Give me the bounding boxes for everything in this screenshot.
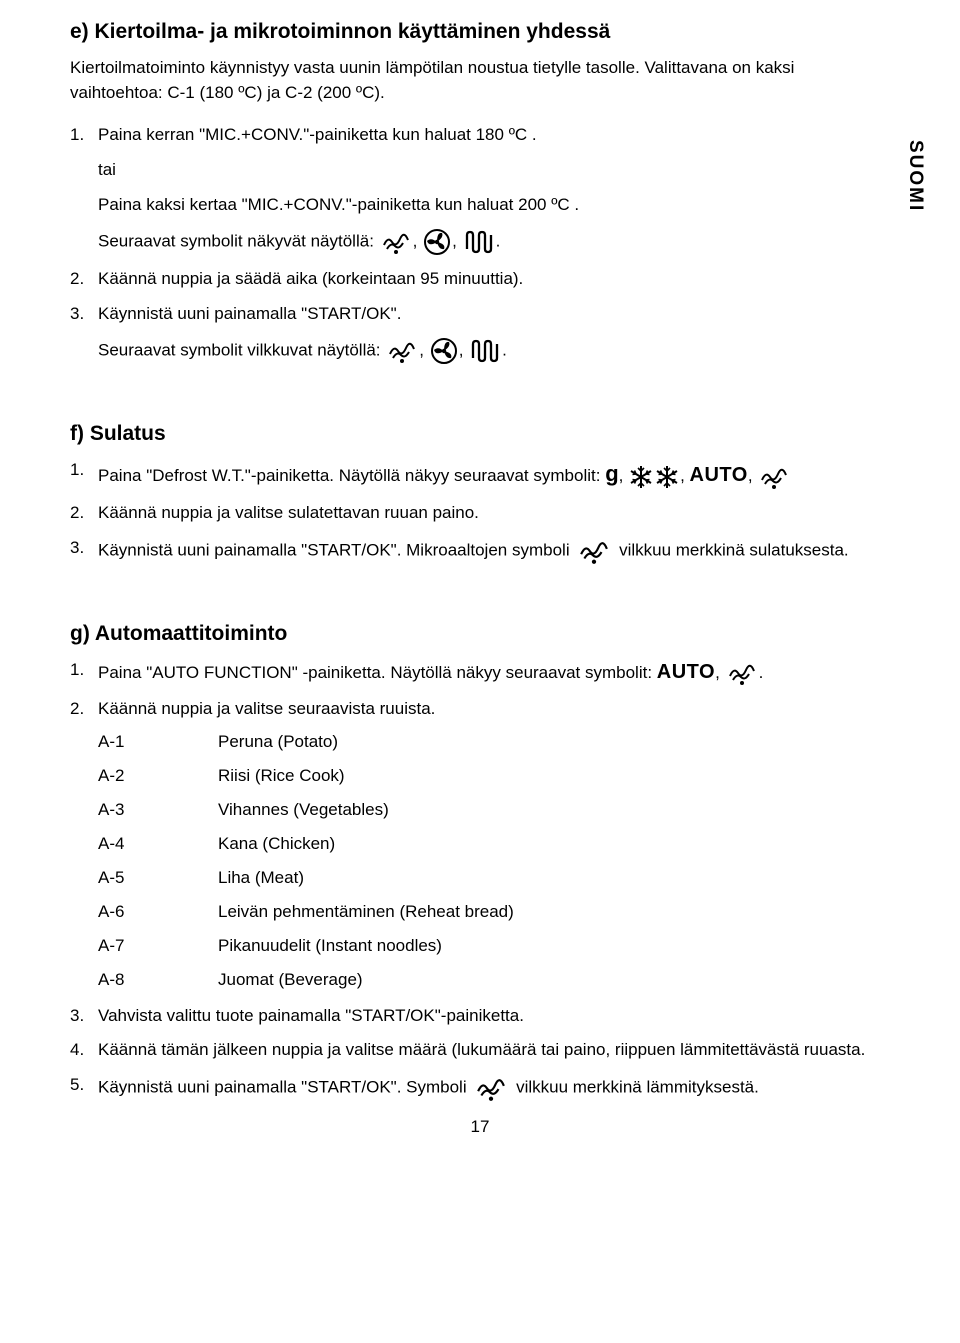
list-number: 5. (70, 1073, 84, 1098)
e-step-3: 3. Käynnistä uuni painamalla "START/OK". (70, 302, 890, 327)
snowflake-icon (654, 464, 680, 490)
f-step-2-text: Käännä nuppia ja valitse sulatettavan ru… (98, 503, 479, 522)
snowflake-icon (628, 464, 654, 490)
convection-wave-icon (468, 336, 502, 366)
auto-code: A-7 (98, 936, 218, 956)
auto-label: AUTO (657, 661, 715, 683)
g-step-4: 4. Käännä tämän jälkeen nuppia ja valits… (70, 1038, 890, 1063)
microwave-icon (574, 536, 614, 566)
g-step-3-text: Vahvista valittu tuote painamalla "START… (98, 1006, 524, 1025)
list-number: 2. (70, 267, 84, 292)
list-number: 2. (70, 697, 84, 722)
f-step-3: 3. Käynnistä uuni painamalla "START/OK".… (70, 536, 890, 566)
auto-code: A-3 (98, 800, 218, 820)
microwave-icon (379, 228, 413, 256)
microwave-icon (725, 659, 759, 687)
page-number: 17 (0, 1117, 960, 1137)
table-row: A-7Pikanuudelit (Instant noodles) (98, 936, 890, 956)
list-number: 3. (70, 302, 84, 327)
list-number: 1. (70, 123, 84, 148)
list-number: 3. (70, 536, 84, 561)
f-step-3-post: vilkkuu merkkinä sulatuksesta. (619, 540, 849, 559)
auto-label-text: Vihannes (Vegetables) (218, 800, 890, 820)
e-step-1: 1. Paina kerran "MIC.+CONV."-painiketta … (70, 123, 890, 148)
convection-wave-icon (462, 227, 496, 257)
list-number: 4. (70, 1038, 84, 1063)
table-row: A-8Juomat (Beverage) (98, 970, 890, 990)
fan-icon (422, 227, 452, 257)
auto-items-table: A-1Peruna (Potato) A-2Riisi (Rice Cook) … (70, 732, 890, 990)
g-step-5-pre: Käynnistä uuni painamalla "START/OK". Sy… (98, 1078, 467, 1097)
section-e-intro: Kiertoilmatoiminto käynnistyy vasta uuni… (70, 56, 890, 105)
section-f-title: f) Sulatus (70, 422, 890, 446)
microwave-icon (757, 463, 791, 491)
g-step-5: 5. Käynnistä uuni painamalla "START/OK".… (70, 1073, 890, 1103)
g-step-1: 1. Paina "AUTO FUNCTION" -painiketta. Nä… (70, 658, 890, 688)
list-number: 1. (70, 658, 84, 683)
microwave-icon (385, 337, 419, 365)
weight-g-symbol: g (605, 461, 618, 486)
auto-code: A-6 (98, 902, 218, 922)
e-step-1c-line: Seuraavat symbolit näkyvät näytöllä: , ,… (70, 227, 890, 257)
table-row: A-1Peruna (Potato) (98, 732, 890, 752)
e-step-2: 2. Käännä nuppia ja säädä aika (korkeint… (70, 267, 890, 292)
auto-label-text: Leivän pehmentäminen (Reheat bread) (218, 902, 890, 922)
e-step-2-text: Käännä nuppia ja säädä aika (korkeintaan… (98, 269, 523, 288)
auto-label-text: Juomat (Beverage) (218, 970, 890, 990)
e-step-1b-text: Paina kaksi kertaa "MIC.+CONV."-painiket… (70, 193, 890, 218)
e-step-1-or: tai (70, 158, 890, 183)
list-number: 3. (70, 1004, 84, 1029)
list-number: 1. (70, 458, 84, 483)
auto-label: AUTO (690, 464, 748, 486)
auto-label-text: Liha (Meat) (218, 868, 890, 888)
g-step-5-post: vilkkuu merkkinä lämmityksestä. (516, 1078, 759, 1097)
g-step-2: 2. Käännä nuppia ja valitse seuraavista … (70, 697, 890, 722)
e-step-3a-text: Käynnistä uuni painamalla "START/OK". (98, 304, 401, 323)
table-row: A-3Vihannes (Vegetables) (98, 800, 890, 820)
auto-code: A-8 (98, 970, 218, 990)
list-number: 2. (70, 501, 84, 526)
f-step-1: 1. Paina "Defrost W.T."-painiketta. Näyt… (70, 458, 890, 491)
auto-code: A-1 (98, 732, 218, 752)
g-step-4-text: Käännä tämän jälkeen nuppia ja valitse m… (98, 1040, 865, 1059)
side-tab-language: SUOMI (904, 140, 926, 212)
e-step-3b-text: Seuraavat symbolit vilkkuvat näytöllä: (98, 341, 381, 360)
section-e-title: e) Kiertoilma- ja mikrotoiminnon käyttäm… (70, 20, 890, 44)
fan-icon (429, 336, 459, 366)
table-row: A-5Liha (Meat) (98, 868, 890, 888)
table-row: A-4Kana (Chicken) (98, 834, 890, 854)
e-step-1a-text: Paina kerran "MIC.+CONV."-painiketta kun… (98, 125, 537, 144)
f-step-1-text: Paina "Defrost W.T."-painiketta. Näytöll… (98, 466, 600, 485)
auto-code: A-5 (98, 868, 218, 888)
auto-label-text: Kana (Chicken) (218, 834, 890, 854)
g-step-1-text: Paina "AUTO FUNCTION" -painiketta. Näytö… (98, 663, 652, 682)
auto-label-text: Peruna (Potato) (218, 732, 890, 752)
microwave-icon (471, 1073, 511, 1103)
f-step-2: 2. Käännä nuppia ja valitse sulatettavan… (70, 501, 890, 526)
auto-label-text: Riisi (Rice Cook) (218, 766, 890, 786)
f-step-3-pre: Käynnistä uuni painamalla "START/OK". Mi… (98, 540, 570, 559)
section-g-title: g) Automaattitoiminto (70, 622, 890, 646)
table-row: A-2Riisi (Rice Cook) (98, 766, 890, 786)
e-step-1c-text: Seuraavat symbolit näkyvät näytöllä: (98, 232, 374, 251)
e-step-3b-line: Seuraavat symbolit vilkkuvat näytöllä: ,… (70, 336, 890, 366)
g-step-2-text: Käännä nuppia ja valitse seuraavista ruu… (98, 699, 435, 718)
auto-code: A-2 (98, 766, 218, 786)
auto-code: A-4 (98, 834, 218, 854)
table-row: A-6Leivän pehmentäminen (Reheat bread) (98, 902, 890, 922)
g-step-3: 3. Vahvista valittu tuote painamalla "ST… (70, 1004, 890, 1029)
auto-label-text: Pikanuudelit (Instant noodles) (218, 936, 890, 956)
